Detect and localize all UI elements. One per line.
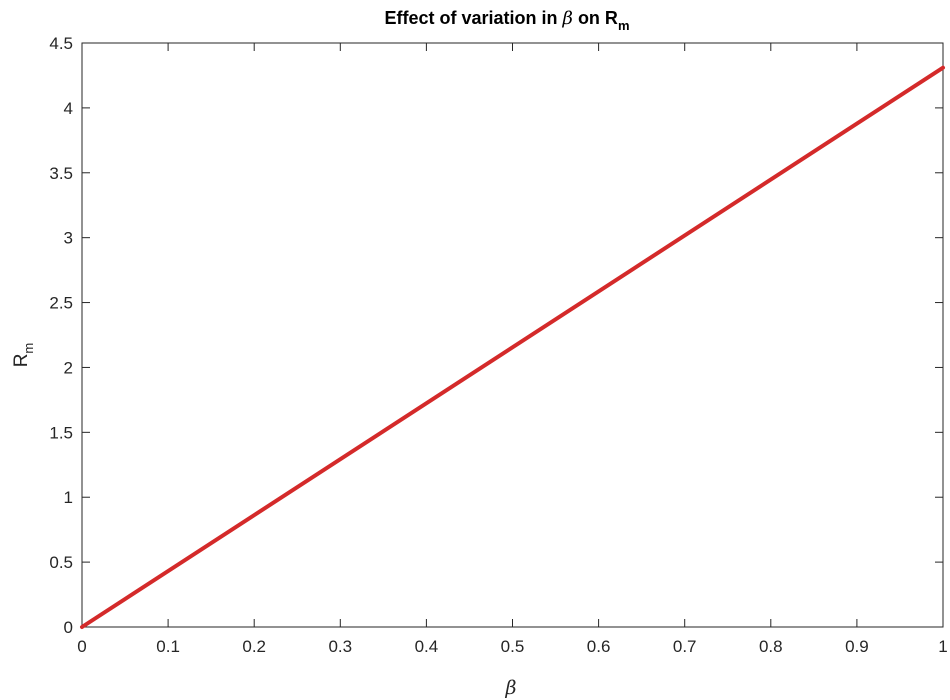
chart-title-symbol: β	[562, 8, 573, 29]
y-tick-label: 0.5	[49, 553, 73, 572]
y-axis-label-subscript: m	[21, 343, 36, 354]
x-tick-label: 0.1	[156, 637, 180, 656]
x-tick-label: 0.7	[673, 637, 697, 656]
chart-title-middle: on R	[573, 8, 618, 28]
x-tick-label: 0.8	[759, 637, 783, 656]
y-tick-label: 0	[64, 618, 73, 637]
y-axis-label-main: R	[11, 354, 32, 368]
y-tick-label: 2	[64, 358, 73, 377]
chart-title-subscript: m	[618, 18, 630, 33]
y-tick-label: 3.5	[49, 164, 73, 183]
y-tick-label: 1.5	[49, 423, 73, 442]
chart-title: Effect of variation in β on Rm	[385, 8, 630, 33]
x-tick-label: 0.4	[415, 637, 439, 656]
x-tick-label: 1	[938, 637, 947, 656]
x-tick-label: 0.2	[242, 637, 266, 656]
y-tick-label: 3	[64, 229, 73, 248]
y-tick-label: 1	[64, 488, 73, 507]
y-tick-label: 2.5	[49, 294, 73, 313]
x-tick-label: 0.5	[501, 637, 525, 656]
x-axis-label: β	[505, 677, 517, 699]
y-tick-label: 4	[64, 99, 73, 118]
plot-box	[81, 42, 944, 628]
y-tick-label: 4.5	[49, 34, 73, 53]
y-axis-label: Rm	[11, 343, 36, 368]
x-tick-label: 0	[77, 637, 86, 656]
series-line-0	[80, 65, 945, 629]
x-tick-label: 0.3	[328, 637, 352, 656]
x-tick-label: 0.9	[845, 637, 869, 656]
chart-title-prefix: Effect of variation in	[385, 8, 563, 28]
x-tick-label: 0.6	[587, 637, 611, 656]
plot-area: 0 0.1 0.2 0.3 0.4 0.5 0.6 0.7 0.8 0.9 1 0 0.5 1 1.5 2 2.…	[49, 34, 947, 656]
